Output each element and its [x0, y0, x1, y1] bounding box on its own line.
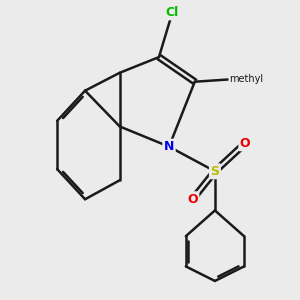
- Text: N: N: [164, 140, 174, 153]
- Text: methyl: methyl: [229, 74, 263, 85]
- Text: O: O: [187, 193, 198, 206]
- Text: S: S: [210, 165, 219, 178]
- Text: O: O: [240, 137, 250, 150]
- Text: Cl: Cl: [166, 6, 179, 19]
